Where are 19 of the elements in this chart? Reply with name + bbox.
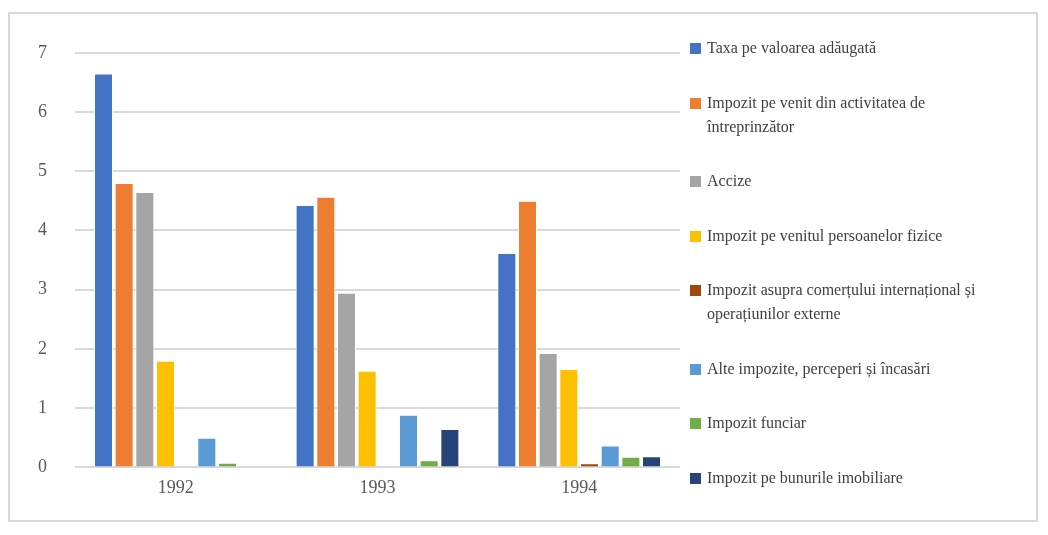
legend-label: Impozit funciar [707, 413, 807, 434]
legend-label: Impozit pe bunurile imobiliare [707, 467, 903, 489]
x-tick-label: 1993 [359, 476, 396, 497]
legend-label: Impozit pe venitul persoanelor fizice [707, 225, 943, 247]
legend-label: Taxa pe valoarea adăugată [707, 38, 876, 59]
y-tick-label: 7 [38, 41, 47, 62]
legend-label: Alte impozite, perceperi și încasări [707, 358, 931, 380]
x-tick-label: 1992 [157, 476, 194, 497]
y-tick-label: 6 [38, 100, 47, 121]
legend-label: Impozit asupra comerțului internațional și operațiunilor externe [707, 280, 977, 325]
legend-label: Accize [707, 171, 752, 192]
y-tick-label: 0 [38, 456, 47, 477]
y-tick-label: 5 [38, 159, 47, 180]
y-tick-label: 1 [38, 396, 47, 417]
y-tick-label: 4 [38, 219, 47, 240]
y-tick-label: 2 [38, 337, 47, 358]
x-tick-label: 1994 [561, 476, 598, 497]
legend-label: Impozit pe venit din activitatea de întreprinzător [707, 92, 927, 138]
y-tick-label: 3 [38, 278, 47, 299]
